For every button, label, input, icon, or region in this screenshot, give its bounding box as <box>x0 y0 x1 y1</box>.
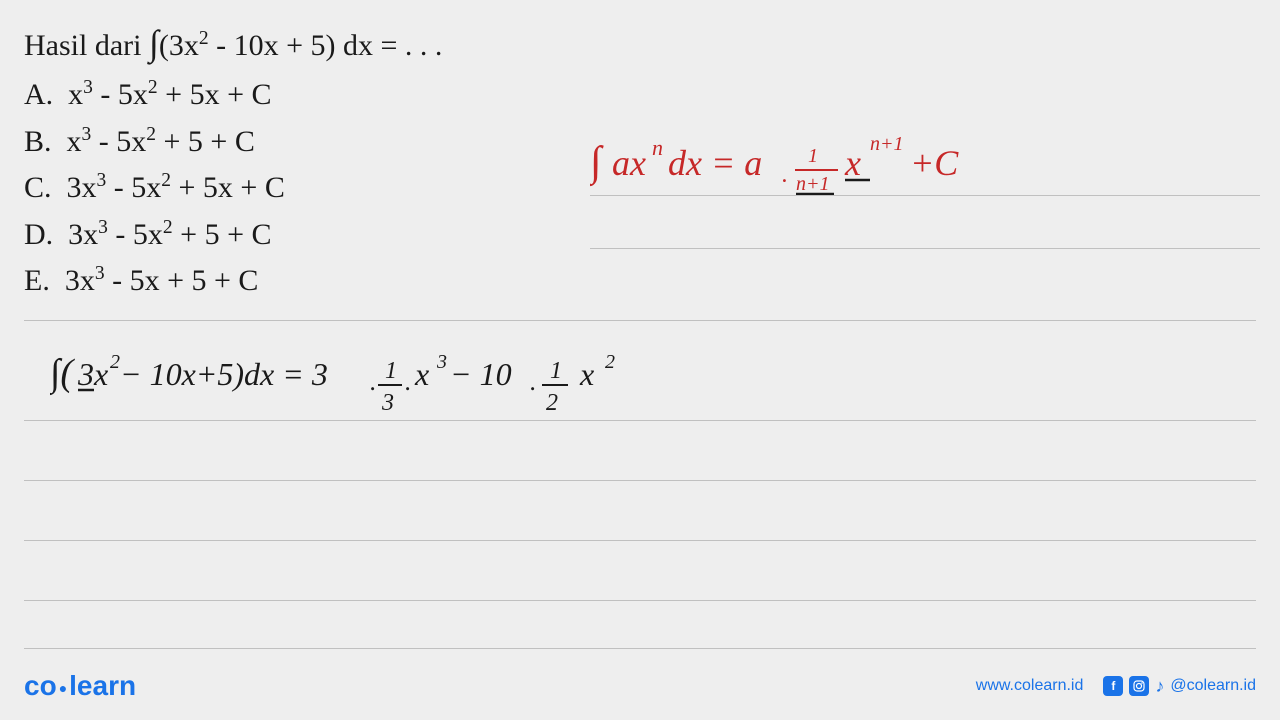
svg-text:2: 2 <box>110 351 120 373</box>
svg-text:2: 2 <box>605 351 615 373</box>
worked-solution: ∫( 3x 2 − 10x+5)dx = 3 . 1 3 . x 3 − 10 … <box>50 340 750 420</box>
ruled-line <box>590 195 1260 196</box>
svg-text:1: 1 <box>808 145 818 167</box>
svg-text:x: x <box>579 356 594 392</box>
svg-text:x: x <box>414 356 429 392</box>
tiktok-icon: ♪ <box>1155 676 1164 697</box>
facebook-icon: f <box>1103 676 1123 696</box>
ruled-line <box>24 480 1256 481</box>
question-prefix: Hasil dari <box>24 29 149 62</box>
social-links: f ♪ @colearn.id <box>1103 676 1256 697</box>
logo-learn: learn <box>69 670 136 701</box>
footer: co●learn www.colearn.id f ♪ @colearn.id <box>24 670 1256 702</box>
svg-text:.: . <box>530 367 537 396</box>
footer-right: www.colearn.id f ♪ @colearn.id <box>976 676 1256 697</box>
svg-text:.: . <box>370 367 377 396</box>
option-d: D. 3x3 - 5x2 + 5 + C <box>24 212 1256 259</box>
ruled-line <box>24 600 1256 601</box>
footer-url: www.colearn.id <box>976 677 1084 695</box>
svg-text:n+1: n+1 <box>870 133 904 155</box>
option-e: E. 3x3 - 5x + 5 + C <box>24 258 1256 305</box>
svg-text:n: n <box>652 135 663 160</box>
ruled-line <box>24 320 1256 321</box>
power-rule-formula: ∫ ax n dx = a . 1 n+1 x n+1 +C <box>590 120 1250 210</box>
ruled-line <box>24 648 1256 649</box>
svg-text:− 10x+5)dx = 3: − 10x+5)dx = 3 <box>120 356 328 392</box>
svg-text:2: 2 <box>546 390 558 416</box>
instagram-icon <box>1129 676 1149 696</box>
svg-text:3: 3 <box>381 390 394 416</box>
svg-text:3: 3 <box>436 351 447 373</box>
svg-text:3x: 3x <box>77 356 108 392</box>
svg-text:1: 1 <box>385 358 397 384</box>
social-handle: @colearn.id <box>1170 677 1256 695</box>
svg-text:1: 1 <box>550 358 562 384</box>
svg-text:x: x <box>844 143 861 183</box>
option-a: A. x3 - 5x2 + 5x + C <box>24 72 1256 119</box>
svg-text:ax: ax <box>612 143 646 183</box>
question-text: Hasil dari ∫(3x2 - 10x + 5) dx = . . . <box>24 18 1256 68</box>
logo-co: co <box>24 670 57 701</box>
svg-text:n+1: n+1 <box>796 173 830 195</box>
svg-text:+C: +C <box>910 143 959 183</box>
brand-logo: co●learn <box>24 670 136 702</box>
svg-text:dx = a: dx = a <box>668 143 762 183</box>
svg-text:∫: ∫ <box>590 139 604 187</box>
logo-dot: ● <box>59 680 67 696</box>
svg-text:− 10: − 10 <box>450 356 512 392</box>
svg-text:.: . <box>405 367 412 396</box>
ruled-line <box>24 540 1256 541</box>
svg-text:.: . <box>782 162 788 188</box>
ruled-line <box>590 248 1260 249</box>
svg-text:∫(: ∫( <box>50 352 75 396</box>
